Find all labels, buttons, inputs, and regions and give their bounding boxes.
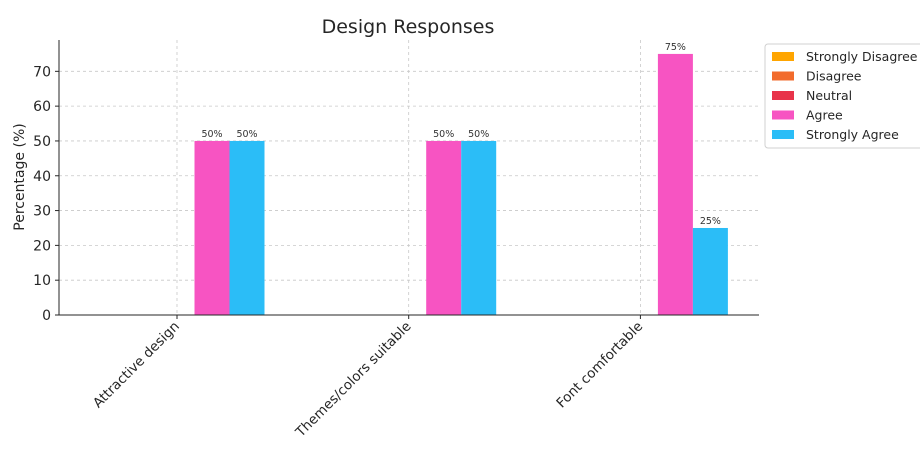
y-tick-label: 70 (33, 64, 51, 80)
bar-value-label: 50% (201, 129, 222, 140)
y-tick-label: 10 (33, 273, 51, 289)
bar-value-label: 50% (468, 129, 489, 140)
grid-lines (59, 40, 759, 315)
legend-swatch (772, 110, 794, 120)
bar-strongly-agree (692, 227, 728, 315)
bar-agree (657, 53, 693, 316)
legend-label: Strongly Agree (806, 127, 899, 142)
legend-label: Neutral (806, 88, 852, 103)
y-tick-label: 50 (33, 134, 51, 150)
legend: Strongly Disagree Disagree Neutral Agree Str… (764, 43, 920, 149)
bar-strongly-agree (229, 140, 265, 315)
data-labels: 50% 50% 75% 50% 50% 25% (201, 42, 721, 227)
legend-swatch (772, 71, 794, 81)
bar-agree (426, 140, 462, 315)
y-tick-label: 20 (33, 238, 51, 254)
axes (55, 40, 759, 319)
y-axis-label: Percentage (%) (12, 123, 28, 230)
legend-swatch (772, 130, 794, 139)
y-tick-label: 30 (33, 204, 51, 220)
x-tick-label: Font comfortable (553, 319, 646, 412)
x-tick-labels: Attractive design Themes/colors suitable F… (90, 319, 646, 442)
bar-agree (194, 140, 230, 315)
bar-strongly-agree (461, 140, 497, 315)
bar-value-label: 25% (700, 216, 721, 227)
legend-swatch (772, 91, 794, 100)
x-tick-label: Attractive design (90, 319, 183, 412)
y-tick-labels: 0 10 20 30 40 50 60 70 (33, 64, 51, 324)
legend-label: Agree (806, 108, 843, 123)
y-tick-label: 60 (33, 99, 51, 115)
legend-swatch (772, 52, 794, 61)
legend-label: Strongly Disagree (806, 49, 918, 64)
x-tick-label: Themes/colors suitable (292, 319, 415, 442)
legend-frame (764, 43, 920, 149)
legend-label: Disagree (806, 69, 862, 84)
y-tick-label: 0 (42, 308, 51, 324)
bar-value-label: 75% (665, 42, 686, 53)
y-tick-label: 40 (33, 169, 51, 185)
chart-title: Design Responses (322, 16, 495, 38)
bars (194, 53, 728, 316)
bar-value-label: 50% (236, 129, 257, 140)
bar-value-label: 50% (433, 129, 454, 140)
